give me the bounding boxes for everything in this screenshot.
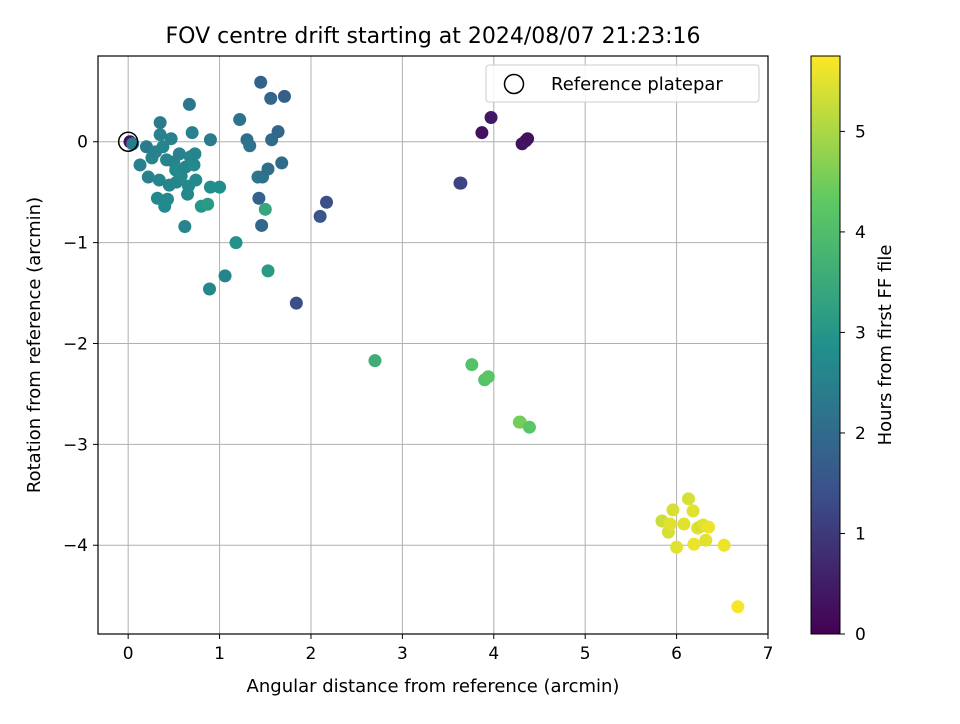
colorbar-tick-label: 2	[855, 424, 866, 444]
data-point	[320, 195, 334, 209]
legend-reference-marker	[503, 73, 525, 95]
y-axis-ticks: 0 −1 −2 −3 −4	[63, 133, 98, 556]
data-point	[481, 370, 495, 384]
data-point	[133, 158, 147, 172]
data-point	[681, 492, 695, 506]
data-point	[203, 133, 217, 147]
chart-title: FOV centre drift starting at 2024/08/07 …	[166, 24, 701, 49]
grid	[98, 56, 769, 634]
colorbar-label: Hours from first FF file	[875, 245, 896, 446]
data-point	[152, 173, 166, 187]
data-point	[686, 504, 700, 518]
data-point	[243, 139, 257, 153]
x-tick-label: 7	[763, 644, 774, 664]
y-tick-label: −2	[63, 334, 88, 354]
data-point	[187, 158, 201, 172]
data-point	[213, 180, 227, 194]
legend: Reference platepar	[485, 64, 760, 103]
data-point	[264, 91, 278, 105]
data-point	[454, 176, 468, 190]
data-point	[255, 218, 269, 232]
data-point	[182, 97, 196, 111]
colorbar: 0 1 2 3 4 5 Hours from first FF file	[810, 55, 896, 645]
y-tick-label: 0	[77, 133, 88, 153]
x-tick-label: 1	[214, 644, 225, 664]
colorbar-tick-label: 0	[855, 625, 866, 645]
data-point	[522, 420, 536, 434]
data-point	[201, 197, 215, 211]
data-point	[368, 354, 382, 368]
data-point	[164, 132, 178, 146]
data-point	[313, 209, 327, 223]
data-point	[203, 282, 217, 296]
legend-box	[485, 64, 760, 103]
data-point	[189, 173, 203, 187]
data-point	[172, 147, 186, 161]
data-point	[153, 128, 167, 142]
data-point	[475, 126, 489, 140]
data-point	[717, 538, 731, 552]
legend-label: Reference platepar	[551, 74, 723, 95]
x-tick-label: 5	[580, 644, 591, 664]
data-point	[258, 202, 272, 216]
data-point	[699, 533, 713, 547]
data-point	[178, 219, 192, 233]
x-tick-label: 6	[671, 644, 682, 664]
data-point	[663, 517, 677, 531]
colorbar-ticks: 0 1 2 3 4 5	[840, 122, 866, 645]
data-point	[731, 600, 745, 614]
data-point	[484, 111, 498, 125]
data-point	[229, 236, 243, 250]
x-tick-label: 2	[306, 644, 317, 664]
colorbar-tick-label: 5	[855, 122, 866, 142]
y-tick-label: −1	[63, 234, 88, 254]
colorbar-tick-label: 4	[855, 223, 866, 243]
data-point	[261, 162, 275, 176]
x-tick-label: 3	[397, 644, 408, 664]
reference-platepar-marker	[117, 131, 139, 152]
data-point	[188, 147, 202, 161]
data-point	[521, 132, 535, 146]
data-point	[160, 192, 174, 206]
data-point	[218, 269, 232, 283]
y-tick-label: −3	[63, 435, 88, 455]
data-point	[203, 180, 217, 194]
y-axis-label: Rotation from reference (arcmin)	[24, 197, 45, 493]
data-point	[185, 126, 199, 140]
colorbar-gradient	[810, 55, 841, 635]
scatter-points	[117, 75, 745, 614]
plot-frame	[97, 55, 769, 635]
data-point	[277, 89, 291, 103]
data-point	[141, 170, 155, 184]
data-point	[153, 116, 167, 130]
y-tick-label: −4	[63, 536, 88, 556]
colorbar-tick-label: 3	[855, 323, 866, 343]
data-point	[261, 264, 275, 278]
data-point	[275, 156, 289, 170]
data-point	[687, 537, 701, 551]
colorbar-tick-label: 1	[855, 524, 866, 544]
data-point	[666, 503, 680, 517]
x-tick-label: 4	[488, 644, 499, 664]
x-tick-label: 0	[123, 644, 134, 664]
data-point	[254, 75, 268, 89]
data-point	[702, 520, 716, 534]
data-point	[465, 358, 479, 372]
x-axis-ticks: 0 1 2 3 4 5 6 7	[123, 634, 774, 664]
data-point	[677, 517, 691, 531]
x-axis-label: Angular distance from reference (arcmin)	[247, 676, 620, 697]
data-point	[271, 125, 285, 139]
data-point	[670, 540, 684, 554]
data-point	[289, 296, 303, 310]
data-point	[233, 113, 247, 127]
data-point	[252, 191, 266, 205]
data-point	[156, 140, 170, 154]
